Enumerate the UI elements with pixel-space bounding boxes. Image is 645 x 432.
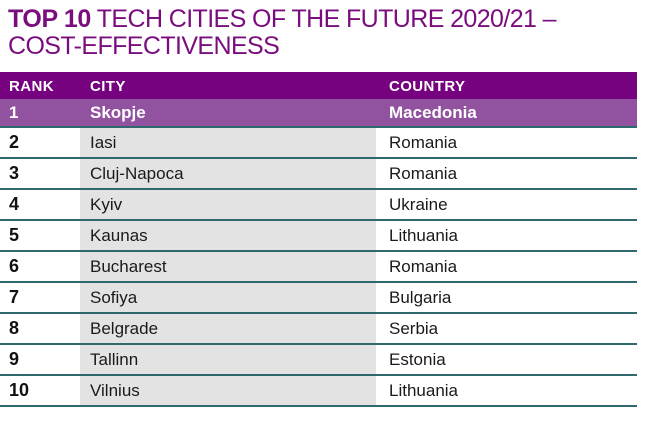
page-title: TOP 10 TECH CITIES OF THE FUTURE 2020/21…	[8, 6, 618, 60]
city-value: Kaunas	[80, 221, 376, 250]
country-value: Romania	[389, 163, 458, 183]
column-header-country: COUNTRY	[389, 77, 466, 95]
rank-value: 7	[9, 287, 20, 307]
column-header-rank: RANK	[9, 77, 54, 95]
rank-value: 5	[9, 225, 20, 245]
country-value: Estonia	[389, 349, 446, 369]
city-value: Belgrade	[80, 314, 376, 343]
rank-value: 1	[9, 102, 19, 122]
rank-value: 10	[9, 380, 30, 400]
rank-value: 3	[9, 163, 20, 183]
title-bold-part: TOP 10	[8, 5, 91, 33]
table-row: 2 Iasi Romania	[0, 128, 637, 159]
country-value: Lithuania	[389, 225, 459, 245]
rank-value: 2	[9, 132, 20, 152]
country-value: Macedonia	[389, 102, 477, 122]
title-line2: COST-EFFECTIVENESS	[8, 32, 280, 60]
city-value: Iasi	[80, 128, 376, 157]
rank-value: 9	[9, 349, 20, 369]
table-row: 8 Belgrade Serbia	[0, 314, 637, 345]
rank-value: 6	[9, 256, 20, 276]
city-value: Bucharest	[80, 252, 376, 281]
city-value: Vilnius	[80, 376, 376, 405]
table-header-row: RANK CITY COUNTRY	[0, 72, 637, 99]
table-row: 3 Cluj-Napoca Romania	[0, 159, 637, 190]
city-value: Sofiya	[80, 283, 376, 312]
city-value: Tallinn	[80, 345, 376, 374]
title-rest-part: TECH CITIES OF THE FUTURE 2020/21 –	[90, 5, 557, 33]
table-row: 1 Skopje Macedonia	[0, 99, 637, 128]
city-value: Skopje	[90, 102, 146, 122]
country-value: Ukraine	[389, 194, 448, 214]
city-value: Kyiv	[80, 190, 376, 219]
rank-value: 8	[9, 318, 20, 338]
country-value: Romania	[389, 132, 458, 152]
country-value: Bulgaria	[389, 287, 452, 307]
country-value: Lithuania	[389, 380, 459, 400]
table-row: 7 Sofiya Bulgaria	[0, 283, 637, 314]
column-header-city: CITY	[90, 77, 126, 95]
country-value: Serbia	[389, 318, 439, 338]
table-row: 9 Tallinn Estonia	[0, 345, 637, 376]
city-value: Cluj-Napoca	[80, 159, 376, 188]
table-row: 5 Kaunas Lithuania	[0, 221, 637, 252]
table-row: 10 Vilnius Lithuania	[0, 376, 637, 407]
table-row: 6 Bucharest Romania	[0, 252, 637, 283]
country-value: Romania	[389, 256, 458, 276]
rank-value: 4	[9, 194, 20, 214]
ranking-table: RANK CITY COUNTRY 1 Skopje Macedonia 2 I…	[0, 72, 637, 407]
table-row: 4 Kyiv Ukraine	[0, 190, 637, 221]
